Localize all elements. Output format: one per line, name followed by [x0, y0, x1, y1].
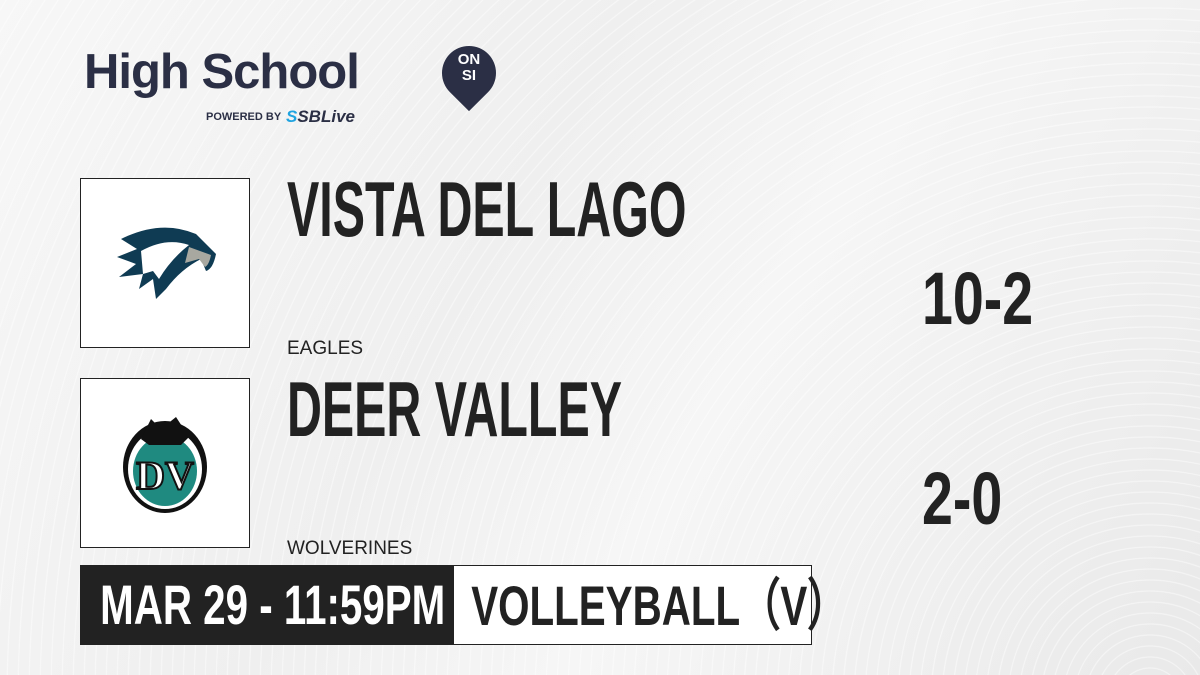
team-mascot: EAGLES	[287, 338, 364, 359]
badge-bottom: SI	[461, 67, 477, 84]
datetime-text: MAR 29 - 11:59PM	[100, 573, 446, 636]
team-record: 2-0	[922, 462, 1029, 536]
team-logo-deer-valley: DV	[80, 378, 250, 548]
team-name: DEER VALLEY	[287, 370, 827, 448]
sblive-logo: SSBLive	[286, 107, 355, 127]
powered-by: POWERED BY	[206, 111, 282, 123]
sblive-text: SBLive	[297, 107, 355, 126]
game-datetime: MAR 29 - 11:59PM	[80, 565, 454, 645]
game-sport: VOLLEYBALL（V）	[453, 565, 848, 645]
team-name-text: DEER VALLEY	[287, 365, 622, 453]
team-name-text: VISTA DEL LAGO	[287, 165, 687, 253]
team-logo-vista-del-lago	[80, 178, 250, 348]
badge-top: ON	[457, 51, 481, 68]
sport-text: VOLLEYBALL（V）	[471, 574, 848, 637]
team-mascot: WOLVERINES	[287, 538, 413, 559]
record-text: 10-2	[922, 257, 1034, 340]
eagle-icon	[117, 227, 216, 299]
sblive-s: S	[286, 107, 298, 126]
brand-title: High School	[84, 45, 360, 99]
wolverine-icon: DV	[123, 417, 207, 513]
on-si-badge: ON SI	[442, 52, 496, 84]
team-record: 10-2	[922, 262, 1070, 336]
svg-text:DV: DV	[136, 453, 194, 498]
record-text: 2-0	[922, 457, 1003, 540]
team-name: VISTA DEL LAGO	[287, 170, 931, 248]
